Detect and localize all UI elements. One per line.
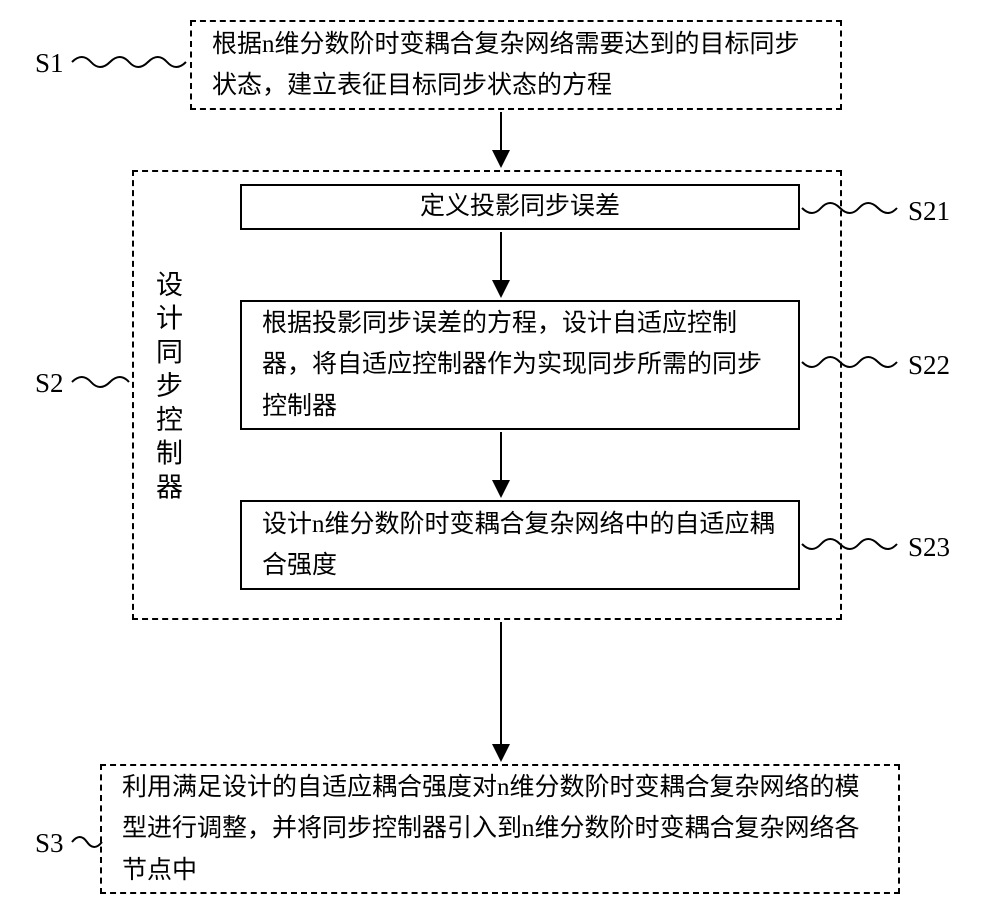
label-s22: S22 bbox=[908, 350, 950, 381]
label-s3: S3 bbox=[35, 828, 64, 859]
step-s3-box: 利用满足设计的自适应耦合强度对n维分数阶时变耦合复杂网络的模型进行调整，并将同步… bbox=[100, 764, 900, 894]
wavy-s22 bbox=[802, 354, 904, 374]
wavy-s21 bbox=[802, 200, 904, 220]
step-s23-text: 设计n维分数阶时变耦合复杂网络中的自适应耦合强度 bbox=[262, 504, 778, 587]
wavy-s23 bbox=[802, 536, 904, 556]
diagram-canvas: 根据n维分数阶时变耦合复杂网络需要达到的目标同步状态，建立表征目标同步状态的方程… bbox=[0, 0, 1000, 918]
label-s21: S21 bbox=[908, 196, 950, 227]
wavy-s2 bbox=[72, 374, 132, 394]
label-s23: S23 bbox=[908, 532, 950, 563]
wavy-s1 bbox=[72, 54, 190, 74]
s2-vertical-label: 设计同步控制器 bbox=[148, 270, 187, 506]
step-s22-text: 根据投影同步误差的方程，设计自适应控制器，将自适应控制器作为实现同步所需的同步控… bbox=[262, 303, 778, 427]
label-s2: S2 bbox=[35, 368, 64, 399]
step-s21-box: 定义投影同步误差 bbox=[240, 184, 800, 230]
step-s1-text: 根据n维分数阶时变耦合复杂网络需要达到的目标同步状态，建立表征目标同步状态的方程 bbox=[212, 24, 820, 107]
step-s22-box: 根据投影同步误差的方程，设计自适应控制器，将自适应控制器作为实现同步所需的同步控… bbox=[240, 300, 800, 430]
wavy-s3 bbox=[72, 834, 102, 854]
label-s1: S1 bbox=[35, 48, 64, 79]
step-s21-text: 定义投影同步误差 bbox=[420, 186, 620, 227]
step-s23-box: 设计n维分数阶时变耦合复杂网络中的自适应耦合强度 bbox=[240, 500, 800, 590]
step-s3-text: 利用满足设计的自适应耦合强度对n维分数阶时变耦合复杂网络的模型进行调整，并将同步… bbox=[122, 767, 878, 891]
step-s1-box: 根据n维分数阶时变耦合复杂网络需要达到的目标同步状态，建立表征目标同步状态的方程 bbox=[190, 20, 842, 110]
